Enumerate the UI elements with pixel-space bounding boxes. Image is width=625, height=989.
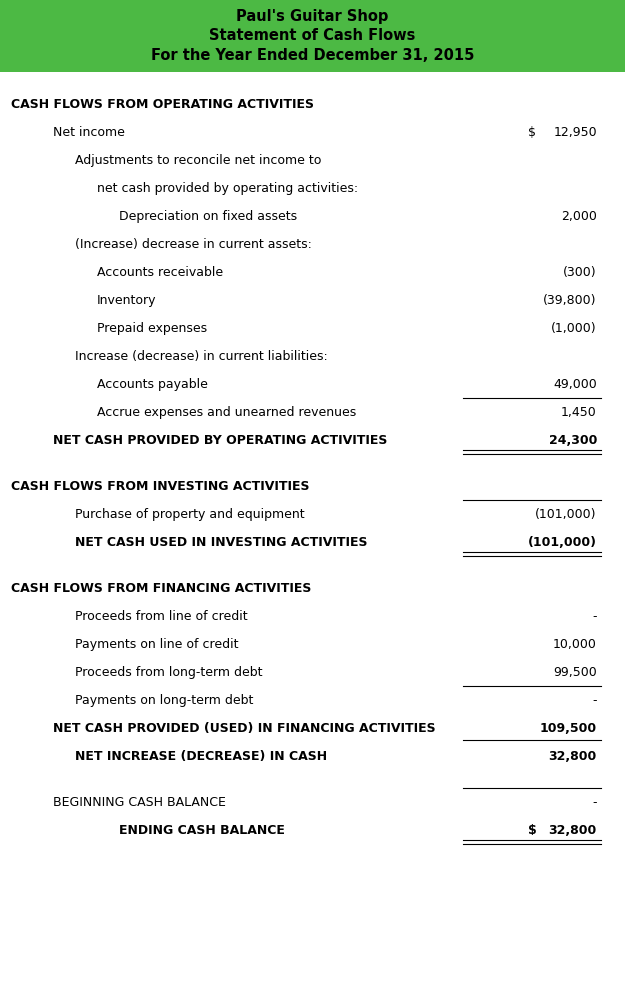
Text: Prepaid expenses: Prepaid expenses xyxy=(97,321,207,335)
Text: CASH FLOWS FROM FINANCING ACTIVITIES: CASH FLOWS FROM FINANCING ACTIVITIES xyxy=(11,582,312,595)
Text: Paul's Guitar Shop: Paul's Guitar Shop xyxy=(236,9,389,24)
Text: Net income: Net income xyxy=(53,126,125,138)
Text: Accounts receivable: Accounts receivable xyxy=(97,266,223,279)
Text: CASH FLOWS FROM OPERATING ACTIVITIES: CASH FLOWS FROM OPERATING ACTIVITIES xyxy=(11,98,314,111)
Text: 99,500: 99,500 xyxy=(553,666,597,678)
Text: -: - xyxy=(592,694,597,707)
Text: (300): (300) xyxy=(563,266,597,279)
Text: -: - xyxy=(592,610,597,623)
Text: NET CASH PROVIDED (USED) IN FINANCING ACTIVITIES: NET CASH PROVIDED (USED) IN FINANCING AC… xyxy=(53,722,436,735)
Text: 1,450: 1,450 xyxy=(561,405,597,419)
Text: 109,500: 109,500 xyxy=(540,722,597,735)
Text: 49,000: 49,000 xyxy=(553,378,597,391)
Text: Accounts payable: Accounts payable xyxy=(97,378,208,391)
Text: 2,000: 2,000 xyxy=(561,210,597,223)
Text: 24,300: 24,300 xyxy=(549,434,597,447)
Bar xyxy=(0,0,625,72)
Text: CASH FLOWS FROM INVESTING ACTIVITIES: CASH FLOWS FROM INVESTING ACTIVITIES xyxy=(11,480,310,493)
Text: Proceeds from line of credit: Proceeds from line of credit xyxy=(75,610,248,623)
Text: Purchase of property and equipment: Purchase of property and equipment xyxy=(75,508,304,521)
Text: net cash provided by operating activities:: net cash provided by operating activitie… xyxy=(97,182,358,195)
Text: Depreciation on fixed assets: Depreciation on fixed assets xyxy=(119,210,297,223)
Text: (39,800): (39,800) xyxy=(543,294,597,307)
Text: Proceeds from long-term debt: Proceeds from long-term debt xyxy=(75,666,262,678)
Text: Statement of Cash Flows: Statement of Cash Flows xyxy=(209,29,416,44)
Text: Inventory: Inventory xyxy=(97,294,156,307)
Text: $: $ xyxy=(528,126,536,138)
Text: Accrue expenses and unearned revenues: Accrue expenses and unearned revenues xyxy=(97,405,356,419)
Text: (1,000): (1,000) xyxy=(551,321,597,335)
Text: (Increase) decrease in current assets:: (Increase) decrease in current assets: xyxy=(75,238,312,251)
Text: NET CASH USED IN INVESTING ACTIVITIES: NET CASH USED IN INVESTING ACTIVITIES xyxy=(75,536,368,549)
Text: -: - xyxy=(592,796,597,809)
Text: NET INCREASE (DECREASE) IN CASH: NET INCREASE (DECREASE) IN CASH xyxy=(75,750,327,763)
Text: For the Year Ended December 31, 2015: For the Year Ended December 31, 2015 xyxy=(151,48,474,63)
Text: Payments on line of credit: Payments on line of credit xyxy=(75,638,239,651)
Text: 10,000: 10,000 xyxy=(553,638,597,651)
Text: Adjustments to reconcile net income to: Adjustments to reconcile net income to xyxy=(75,154,321,167)
Text: Increase (decrease) in current liabilities:: Increase (decrease) in current liabiliti… xyxy=(75,350,328,363)
Text: (101,000): (101,000) xyxy=(536,508,597,521)
Text: ENDING CASH BALANCE: ENDING CASH BALANCE xyxy=(119,824,284,837)
Text: 32,800: 32,800 xyxy=(549,750,597,763)
Text: 12,950: 12,950 xyxy=(553,126,597,138)
Text: BEGINNING CASH BALANCE: BEGINNING CASH BALANCE xyxy=(53,796,226,809)
Text: Payments on long-term debt: Payments on long-term debt xyxy=(75,694,253,707)
Text: $: $ xyxy=(528,824,537,837)
Text: NET CASH PROVIDED BY OPERATING ACTIVITIES: NET CASH PROVIDED BY OPERATING ACTIVITIE… xyxy=(53,434,388,447)
Text: 32,800: 32,800 xyxy=(549,824,597,837)
Text: (101,000): (101,000) xyxy=(528,536,597,549)
